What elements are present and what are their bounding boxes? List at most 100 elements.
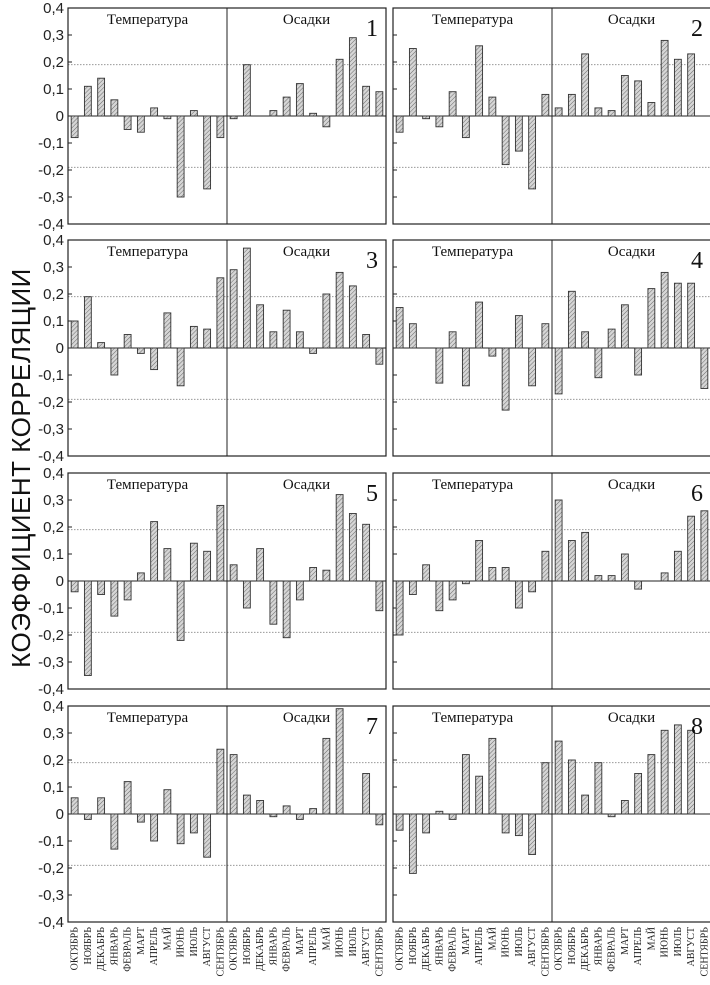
bar-precipitation-август <box>687 53 696 117</box>
bar-precipitation-март <box>295 331 304 349</box>
bar-precipitation-март <box>620 553 629 582</box>
x-tick-label: ИЮЛЬ <box>189 927 200 957</box>
bar-precipitation-февраль <box>282 805 291 815</box>
x-tick-label: АПРЕЛЬ <box>149 927 160 966</box>
bar-temperature-август <box>203 813 212 858</box>
panel-2: Температура Осадки 2 <box>392 7 710 225</box>
x-tick-labels: ОКТЯБРЬ НОЯБРЬ ДЕКАБРЬ ЯНВАРЬ ФЕВРАЛЬ МАРТ АПР… <box>70 927 710 977</box>
bar-precipitation-сентябрь <box>700 347 709 389</box>
bar-temperature-октябрь <box>395 307 404 349</box>
y-tick-label: 0 <box>56 806 64 823</box>
bar-temperature-сентябрь <box>216 504 225 582</box>
bar-temperature-апрель <box>475 301 484 349</box>
bar-precipitation-апрель <box>634 773 643 815</box>
y-tick-label: 0,4 <box>43 232 64 249</box>
bar-precipitation-апрель <box>309 808 318 815</box>
x-tick-label: ДЕКАБРЬ <box>580 927 591 971</box>
section-title-precipitation: Осадки <box>283 477 330 493</box>
bar-temperature-сентябрь <box>541 550 550 582</box>
y-tick-label: 0,4 <box>43 465 64 482</box>
bar-temperature-июль <box>514 115 523 152</box>
bar-precipitation-декабрь <box>581 794 590 815</box>
bar-temperature-ноябрь <box>83 813 92 820</box>
y-tick-label: -0,3 <box>38 421 64 438</box>
section-title-precipitation: Осадки <box>608 477 655 493</box>
bar-temperature-октябрь <box>70 320 79 349</box>
bar-precipitation-декабрь <box>581 531 590 582</box>
bar-precipitation-июль <box>673 282 682 349</box>
bar-temperature-февраль <box>448 331 457 349</box>
y-tick-label: -0,1 <box>38 135 64 152</box>
x-tick-label: ОКТЯБРЬ <box>554 927 565 971</box>
y-tick-labels: -0,4-0,3-0,2-0,100,10,20,30,4-0,4-0,3-0,… <box>38 0 64 931</box>
section-title-precipitation: Осадки <box>608 710 655 726</box>
bar-temperature-декабрь <box>422 564 431 582</box>
bar-precipitation-январь <box>594 575 603 582</box>
bar-precipitation-июль <box>348 285 357 349</box>
bar-precipitation-январь <box>269 110 278 117</box>
x-tick-label: ЯНВАРЬ <box>593 927 604 966</box>
y-tick-label: 0,1 <box>43 546 64 563</box>
bar-precipitation-февраль <box>607 110 616 117</box>
y-tick-label: 0,2 <box>43 286 64 303</box>
bar-precipitation-август <box>362 523 371 582</box>
bar-temperature-март <box>136 347 145 354</box>
bar-precipitation-февраль <box>282 309 291 349</box>
x-tick-label: ИЮНЬ <box>660 927 671 958</box>
y-tick-label: 0 <box>56 108 64 125</box>
panel-number: 1 <box>366 16 378 42</box>
bar-precipitation-май <box>647 288 656 349</box>
bar-precipitation-январь <box>594 762 603 815</box>
bar-temperature-май <box>488 737 497 815</box>
x-tick-label: ЯНВАРЬ <box>268 927 279 966</box>
x-tick-label: ДЕКАБРЬ <box>421 927 432 971</box>
bar-temperature-январь <box>110 99 119 117</box>
bar-temperature-июнь <box>176 580 185 641</box>
bar-precipitation-апрель <box>634 80 643 117</box>
x-tick-label: ИЮНЬ <box>176 927 187 958</box>
bar-temperature-декабрь <box>97 77 106 117</box>
bar-precipitation-февраль <box>607 328 616 349</box>
bar-precipitation-июнь <box>335 58 344 117</box>
bar-temperature-март <box>461 754 470 815</box>
bar-temperature-июнь <box>176 813 185 845</box>
bar-temperature-апрель <box>150 347 159 371</box>
bar-precipitation-ноябрь <box>567 290 576 349</box>
bar-temperature-июль <box>514 813 523 837</box>
panel-1: Температура Осадки 1 <box>67 7 387 225</box>
bar-precipitation-октябрь <box>229 115 238 120</box>
bar-precipitation-апрель <box>634 347 643 376</box>
bar-temperature-апрель <box>475 45 484 117</box>
bar-temperature-февраль <box>448 580 457 601</box>
bar-precipitation-июль <box>673 724 682 815</box>
bar-precipitation-июль <box>348 37 357 117</box>
bar-precipitation-май <box>322 293 331 349</box>
bar-temperature-март <box>136 115 145 133</box>
bar-precipitation-май <box>322 115 331 128</box>
y-tick-label: -0,3 <box>38 887 64 904</box>
bar-temperature-ноябрь <box>408 813 417 874</box>
x-tick-label: АПРЕЛЬ <box>633 927 644 966</box>
bar-precipitation-июль <box>348 513 357 582</box>
panel-number: 3 <box>366 248 378 274</box>
bar-temperature-июль <box>189 813 198 834</box>
bar-temperature-ноябрь <box>83 85 92 117</box>
section-title-precipitation: Осадки <box>283 12 330 28</box>
bar-temperature-июнь <box>501 115 510 166</box>
bar-temperature-сентябрь <box>541 93 550 117</box>
panel-4: Температура Осадки 4 <box>392 239 710 457</box>
bar-temperature-май <box>488 96 497 117</box>
y-tick-label: 0,4 <box>43 0 64 17</box>
bar-precipitation-май <box>322 569 331 582</box>
bar-temperature-январь <box>435 347 444 384</box>
bar-temperature-октябрь <box>70 797 79 815</box>
section-title-temperature: Температура <box>432 710 514 726</box>
bar-temperature-ноябрь <box>408 323 417 349</box>
bar-precipitation-июнь <box>660 729 669 815</box>
x-tick-label: ИЮНЬ <box>335 927 346 958</box>
y-tick-label: 0,3 <box>43 725 64 742</box>
bar-precipitation-январь <box>594 347 603 379</box>
bar-temperature-август <box>528 813 537 855</box>
bar-precipitation-август <box>687 515 696 582</box>
bar-temperature-январь <box>110 813 119 850</box>
